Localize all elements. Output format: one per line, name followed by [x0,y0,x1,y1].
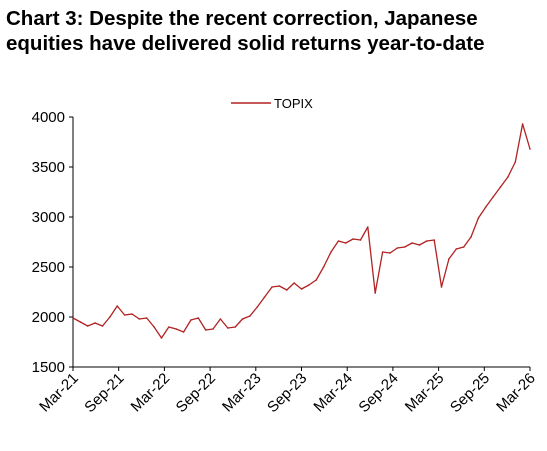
data-point [249,315,251,317]
data-point [315,279,318,281]
y-axis-ticks: 1500 2000 2500 3000 3500 4000 [32,109,73,376]
data-point [212,328,214,330]
data-point [403,246,406,248]
x-tick-label: Mar-24 [310,370,356,416]
data-point [175,328,177,330]
x-tick-label: Mar-23 [219,370,265,416]
data-point [396,247,399,249]
data-point [381,251,384,253]
data-point [101,325,104,327]
data-point [227,327,229,329]
data-point [94,322,96,324]
data-point [160,337,163,339]
y-tick-label: 4000 [32,109,65,126]
data-point [485,206,487,208]
data-point [507,176,509,178]
data-point [86,325,89,327]
data-point [182,331,185,333]
data-point [138,318,141,320]
data-point [455,248,458,250]
data-point [256,306,259,308]
data-point [263,296,266,298]
x-tick-label: Sep-24 [356,370,402,416]
data-point [300,288,303,290]
data-point [411,242,413,244]
x-tick-label: Mar-21 [36,370,82,416]
y-tick-label: 2000 [32,309,65,326]
y-tick-label: 3500 [32,159,65,176]
data-point [308,284,310,286]
data-point [190,319,192,321]
x-axis-ticks: Mar-21 Sep-21 Mar-22 Sep-22 Mar-23 Sep-23 Mar-… [36,367,539,416]
data-point [344,242,347,244]
data-point [418,244,421,246]
x-tick-label: Sep-23 [264,370,310,416]
data-point [322,266,325,268]
data-point [72,317,74,319]
data-point [145,317,148,319]
data-point [499,186,502,188]
y-tick-label: 3000 [32,209,65,226]
data-point [278,285,281,287]
data-point [433,239,436,241]
x-tick-label: Mar-26 [493,370,539,416]
x-tick-label: Sep-22 [173,370,219,416]
data-point [330,251,332,253]
series-layer [72,123,531,339]
data-point [241,318,244,320]
data-point [271,286,273,288]
legend-label-topix: TOPIX [274,96,313,111]
data-point [367,226,369,228]
data-point [359,239,362,241]
data-point [204,329,207,331]
data-point [529,148,531,150]
chart-title-line-1: Chart 3: Despite the recent correction, … [6,7,478,30]
data-point [426,240,428,242]
data-point [153,326,155,328]
data-point [168,326,170,328]
y-tick-label: 1500 [32,359,65,376]
data-point [374,292,377,294]
data-point [352,238,354,240]
data-point [123,314,126,316]
x-tick-label: Sep-25 [447,370,493,416]
data-point [197,317,200,319]
y-tick-label: 2500 [32,259,65,276]
data-point [440,286,443,288]
legend: TOPIX [231,96,313,111]
series-line-topix [72,123,531,339]
data-point [448,258,450,260]
chart-title-line-2: equities have delivered solid returns ye… [6,32,485,55]
data-point [79,321,82,323]
chart-title: Chart 3: Despite the recent correction, … [6,6,485,56]
data-point [470,236,472,238]
data-point [109,316,111,318]
data-point [462,246,465,248]
data-point [234,326,236,328]
x-tick-label: Sep-21 [81,370,127,416]
data-point [514,161,517,163]
data-point [116,305,118,307]
data-point [521,123,524,125]
data-point [337,240,340,242]
x-tick-label: Mar-25 [402,370,448,416]
data-point [477,217,480,219]
data-point [131,313,133,315]
data-point [389,252,391,254]
data-point [219,318,222,320]
x-tick-label: Mar-22 [128,370,174,416]
data-point [293,282,295,284]
data-point [286,289,288,291]
data-point [492,196,494,198]
